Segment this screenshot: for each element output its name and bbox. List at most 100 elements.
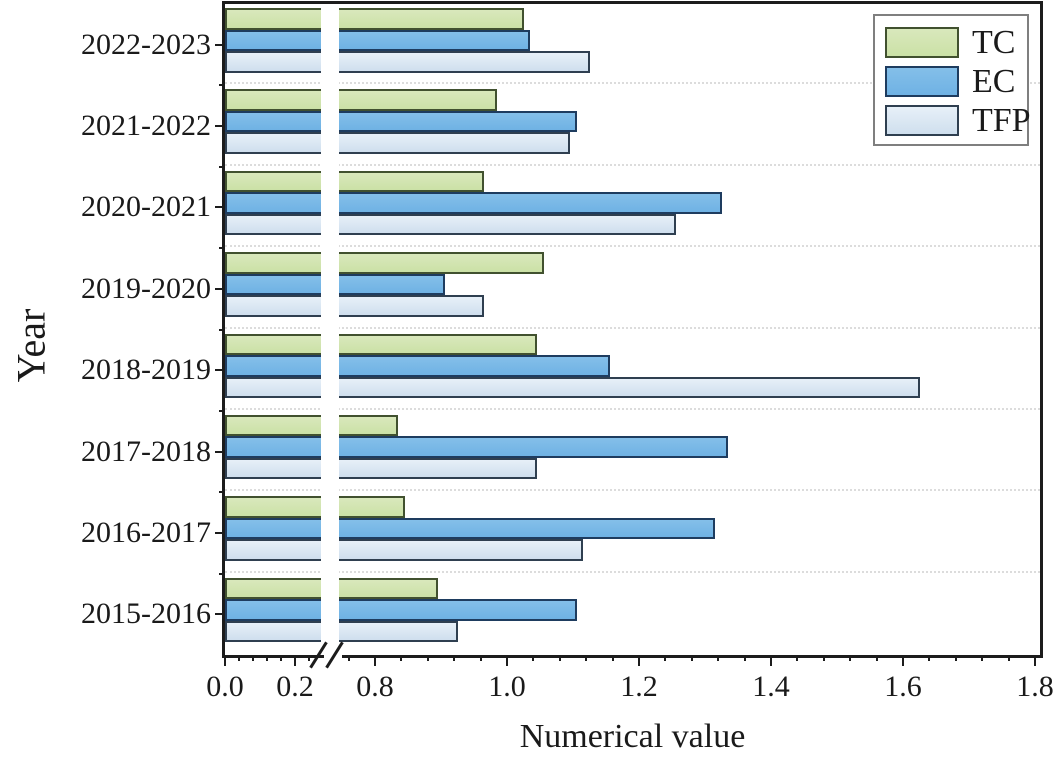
- x-tick-label: 1.4: [752, 670, 790, 703]
- group-separator-gridline: [225, 570, 1040, 573]
- bar-TFP-2020-2021: [225, 213, 676, 236]
- y-tick-label: 2015-2016: [81, 597, 211, 631]
- bar-EC-2016-2017: [225, 517, 716, 540]
- y-major-tick: [215, 613, 225, 616]
- group-separator-gridline: [225, 245, 1040, 248]
- y-minor-tick: [219, 165, 225, 168]
- x-minor-tick: [532, 655, 535, 661]
- bar-TFP-2019-2020: [225, 295, 485, 317]
- x-major-tick: [770, 655, 772, 666]
- legend-item-TFP: TFP: [885, 101, 1031, 140]
- y-major-tick: [215, 531, 225, 534]
- legend-item-TC: TC: [885, 23, 1027, 62]
- bar-TFP-2018-2019: [225, 376, 920, 398]
- x-minor-tick: [849, 655, 852, 661]
- y-minor-tick: [219, 247, 225, 250]
- x-minor-tick: [954, 655, 957, 661]
- bar-EC-2015-2016: [225, 599, 577, 621]
- bar-TFP-2016-2017: [225, 539, 584, 561]
- y-major-tick: [215, 206, 225, 209]
- x-minor-tick: [238, 655, 240, 661]
- y-major-tick: [215, 369, 225, 372]
- axis-break-band: [321, 4, 339, 655]
- x-minor-tick: [717, 655, 720, 661]
- x-minor-tick: [743, 655, 746, 661]
- x-minor-tick: [822, 655, 825, 661]
- y-minor-tick: [219, 328, 225, 331]
- y-tick-label: 2021-2022: [81, 109, 211, 143]
- bar-TC-2021-2022: [225, 89, 498, 111]
- x-minor-tick: [796, 655, 799, 661]
- y-tick-label: 2019-2020: [81, 271, 211, 305]
- x-tick-label: 1.0: [488, 670, 526, 703]
- group-separator-gridline: [225, 326, 1040, 329]
- x-minor-tick: [347, 655, 350, 661]
- x-minor-tick: [308, 655, 310, 661]
- group-separator-gridline: [225, 82, 1040, 85]
- group-separator-gridline: [225, 489, 1040, 492]
- group-separator-gridline: [225, 407, 1040, 410]
- bar-TC-2017-2018: [225, 414, 399, 437]
- x-minor-tick: [558, 655, 561, 661]
- y-tick-label: 2022-2023: [81, 27, 211, 61]
- y-major-tick: [215, 287, 225, 290]
- y-minor-tick: [219, 84, 225, 87]
- bar-TFP-2017-2018: [225, 457, 537, 480]
- x-tick-label: 1.8: [1016, 670, 1054, 703]
- x-minor-tick: [690, 655, 693, 661]
- bar-TFP-2021-2022: [225, 132, 570, 154]
- y-minor-tick: [219, 491, 225, 494]
- y-minor-tick: [219, 572, 225, 575]
- x-minor-tick: [479, 655, 482, 661]
- x-major-tick: [374, 655, 376, 666]
- legend-swatch-TFP: [885, 105, 959, 136]
- legend-item-EC: EC: [885, 62, 1027, 101]
- x-minor-tick: [280, 655, 282, 661]
- legend-label: EC: [972, 62, 1016, 100]
- legend-swatch-TC: [885, 27, 959, 58]
- bar-TC-2016-2017: [225, 496, 405, 518]
- y-minor-tick: [219, 409, 225, 412]
- legend-label: TFP: [972, 101, 1031, 139]
- y-axis-title: Year: [8, 308, 54, 383]
- bar-TC-2020-2021: [225, 170, 485, 193]
- x-minor-tick: [426, 655, 429, 661]
- legend-swatch-EC: [885, 66, 959, 97]
- bar-EC-2021-2022: [225, 110, 577, 133]
- plot-area: TC EC TFP: [222, 1, 1043, 658]
- bar-TC-2018-2019: [225, 333, 537, 355]
- x-minor-tick: [453, 655, 456, 661]
- y-tick-label: 2020-2021: [81, 190, 211, 224]
- x-major-tick: [506, 655, 508, 666]
- bar-EC-2017-2018: [225, 436, 729, 458]
- legend: TC EC TFP: [873, 14, 1031, 146]
- bar-TFP-2022-2023: [225, 51, 590, 73]
- bar-EC-2018-2019: [225, 355, 610, 377]
- y-major-tick: [215, 125, 225, 128]
- x-major-tick: [638, 655, 640, 666]
- x-minor-tick: [400, 655, 403, 661]
- x-major-tick: [902, 655, 904, 666]
- bar-TC-2019-2020: [225, 252, 544, 274]
- x-tick-label: 0.0: [206, 670, 244, 703]
- x-minor-tick: [664, 655, 667, 661]
- bar-TFP-2015-2016: [225, 620, 458, 643]
- bar-EC-2022-2023: [225, 29, 531, 51]
- x-major-tick: [224, 655, 226, 666]
- x-tick-label: 0.2: [276, 670, 314, 703]
- y-major-tick: [215, 43, 225, 46]
- legend-label: TC: [972, 23, 1016, 61]
- bar-TC-2022-2023: [225, 8, 524, 30]
- x-minor-tick: [585, 655, 588, 661]
- x-minor-tick: [252, 655, 254, 661]
- x-minor-tick: [981, 655, 984, 661]
- y-tick-label: 2018-2019: [81, 353, 211, 387]
- x-axis-title: Numerical value: [519, 718, 746, 755]
- x-tick-label: 0.8: [356, 670, 394, 703]
- y-tick-label: 2017-2018: [81, 434, 211, 468]
- x-tick-label: 1.6: [884, 670, 922, 703]
- x-major-tick: [1034, 655, 1036, 666]
- x-minor-tick: [875, 655, 878, 661]
- y-tick-label: 2016-2017: [81, 515, 211, 549]
- x-minor-tick: [266, 655, 268, 661]
